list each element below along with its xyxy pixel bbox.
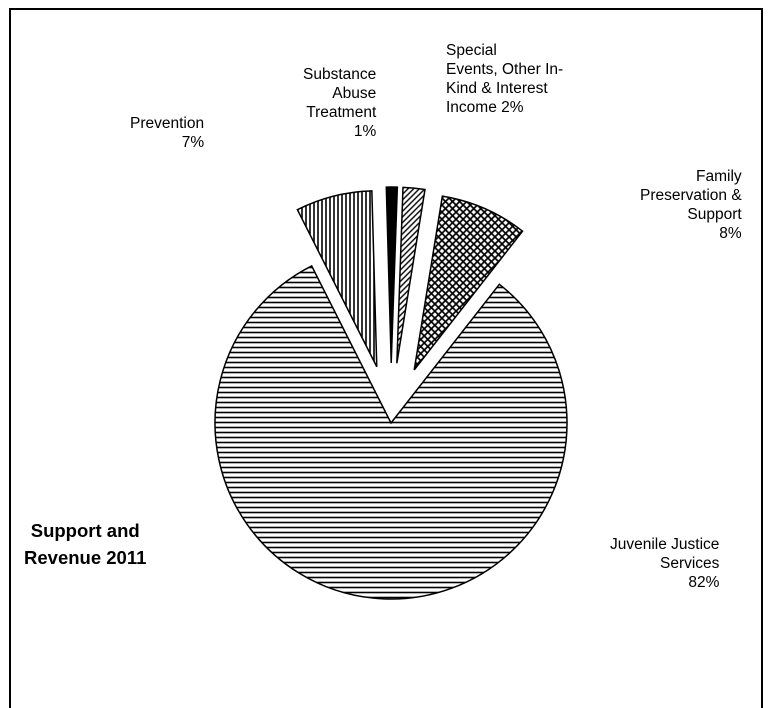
label-line: 7% bbox=[181, 134, 205, 151]
label-line: Substance bbox=[303, 66, 377, 83]
chart-title: Support and Revenue 2011 bbox=[24, 517, 146, 571]
label-line: 1% bbox=[353, 123, 377, 140]
label-line: Services bbox=[659, 555, 720, 572]
label-line: Income 2% bbox=[446, 99, 524, 116]
label-line: Prevention bbox=[130, 115, 205, 132]
slice-label-family-preservation: Family Preservation & Support 8% bbox=[640, 167, 742, 243]
pie-slice-juvenile-justice bbox=[214, 264, 568, 600]
pie-slice-special-events bbox=[396, 186, 426, 364]
label-line: Preservation & bbox=[640, 187, 742, 204]
label-line: 8% bbox=[719, 225, 742, 242]
label-line: 82% bbox=[688, 574, 720, 591]
slice-label-special-events: Special Events, Other In- Kind & Interes… bbox=[446, 41, 563, 117]
slice-label-juvenile-justice: Juvenile Justice Services 82% bbox=[610, 535, 719, 592]
pie-slices bbox=[214, 186, 568, 600]
label-line: Events, Other In- bbox=[446, 61, 564, 78]
label-line: Juvenile Justice bbox=[610, 536, 720, 553]
chart-title-line: Revenue 2011 bbox=[24, 547, 147, 568]
label-line: Support bbox=[687, 206, 742, 223]
pie-slice-family-preservation bbox=[413, 195, 524, 371]
chart-frame bbox=[9, 8, 763, 708]
label-line: Family bbox=[696, 168, 742, 185]
pie-slice-substance-abuse bbox=[385, 186, 399, 364]
slice-label-prevention: Prevention 7% bbox=[130, 114, 204, 152]
chart-title-line: Support and bbox=[30, 520, 140, 541]
label-line: Treatment bbox=[306, 104, 377, 121]
pie-slice-prevention bbox=[296, 190, 378, 368]
label-line: Abuse bbox=[332, 85, 377, 102]
label-line: Special bbox=[446, 42, 497, 59]
label-line: Kind & Interest bbox=[446, 80, 548, 97]
slice-label-substance-abuse: Substance Abuse Treatment 1% bbox=[303, 65, 376, 141]
